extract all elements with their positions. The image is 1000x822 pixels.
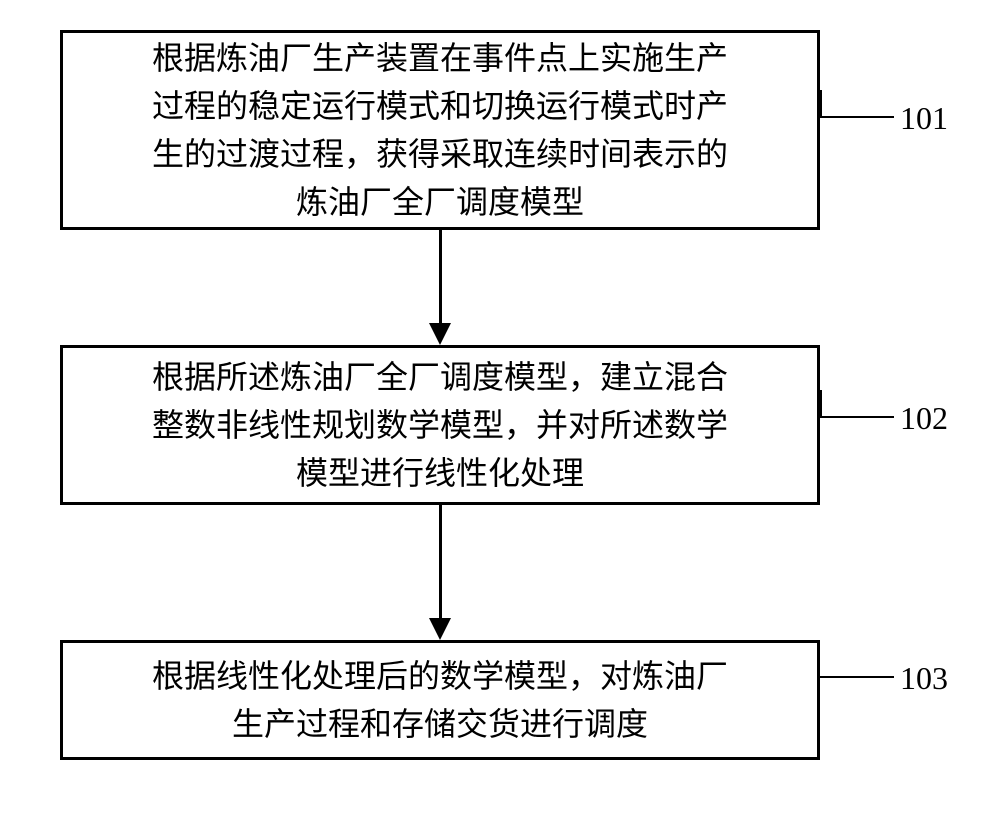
leader-line-1-h: [820, 116, 894, 118]
leader-line-3-h: [820, 676, 894, 678]
step-ref-label-1: 101: [900, 100, 948, 137]
flow-arrow-1-line: [439, 230, 442, 323]
step-ref-label-3: 103: [900, 660, 948, 697]
leader-line-1-v: [820, 90, 822, 116]
flow-arrow-1-head: [429, 323, 451, 345]
flow-node-3: 根据线性化处理后的数学模型，对炼油厂 生产过程和存储交货进行调度: [60, 640, 820, 760]
flow-node-1-text: 根据炼油厂生产装置在事件点上实施生产 过程的稳定运行模式和切换运行模式时产 生的…: [142, 28, 738, 232]
flow-arrow-2-line: [439, 505, 442, 618]
flowchart-canvas: 根据炼油厂生产装置在事件点上实施生产 过程的稳定运行模式和切换运行模式时产 生的…: [0, 0, 1000, 822]
leader-line-2-h: [820, 416, 894, 418]
flow-arrow-2-head: [429, 618, 451, 640]
step-ref-label-2: 102: [900, 400, 948, 437]
leader-line-2-v: [820, 390, 822, 416]
flow-node-3-text: 根据线性化处理后的数学模型，对炼油厂 生产过程和存储交货进行调度: [142, 646, 738, 754]
flow-node-2-text: 根据所述炼油厂全厂调度模型，建立混合 整数非线性规划数学模型，并对所述数学 模型…: [142, 347, 738, 503]
flow-node-1: 根据炼油厂生产装置在事件点上实施生产 过程的稳定运行模式和切换运行模式时产 生的…: [60, 30, 820, 230]
flow-node-2: 根据所述炼油厂全厂调度模型，建立混合 整数非线性规划数学模型，并对所述数学 模型…: [60, 345, 820, 505]
